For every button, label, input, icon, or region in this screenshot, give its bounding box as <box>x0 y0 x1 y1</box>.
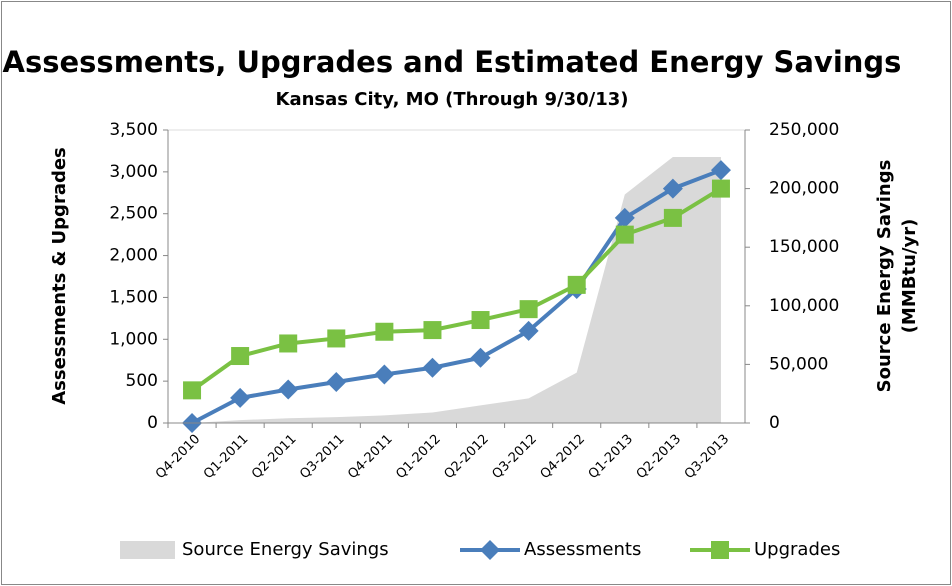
marker <box>471 311 490 330</box>
legend-marker <box>480 540 500 560</box>
chart-title: Assessments, Upgrades and Estimated Ener… <box>3 45 902 79</box>
marker <box>375 322 394 341</box>
marker <box>327 329 346 348</box>
legend-swatch <box>120 541 175 559</box>
legend-label: Source Energy Savings <box>182 539 389 560</box>
y2-tick-label: 50,000 <box>769 354 828 374</box>
marker <box>278 379 299 400</box>
marker <box>663 208 682 227</box>
marker <box>374 364 395 385</box>
marker <box>470 347 491 368</box>
y-tick-label: 2,000 <box>109 246 158 266</box>
marker <box>710 160 731 181</box>
marker <box>183 381 202 400</box>
y-tick-label: 3,500 <box>109 120 158 140</box>
y-tick-label: 2,500 <box>109 204 158 224</box>
marker <box>230 387 251 408</box>
y2-axis-title: Source Energy Savings <box>874 160 895 393</box>
y2-tick-label: 200,000 <box>769 179 839 199</box>
marker <box>711 179 730 198</box>
area <box>192 156 721 423</box>
marker <box>279 334 298 353</box>
marker <box>422 357 443 378</box>
legend-label: Upgrades <box>754 539 840 560</box>
y2-tick-label: 100,000 <box>769 296 839 316</box>
y-tick-label: 1,500 <box>109 287 158 307</box>
marker <box>662 178 683 199</box>
y-tick-label: 0 <box>147 413 158 433</box>
chart-subtitle: Kansas City, MO (Through 9/30/13) <box>276 89 629 110</box>
y2-tick-label: 150,000 <box>769 237 839 257</box>
marker <box>567 275 586 294</box>
marker <box>326 371 347 392</box>
marker <box>231 347 250 366</box>
y-tick-label: 500 <box>126 371 158 391</box>
y2-tick-label: 250,000 <box>769 120 839 140</box>
marker <box>615 225 634 244</box>
marker <box>614 207 635 228</box>
y-tick-label: 1,000 <box>109 329 158 349</box>
y2-axis-title: (MMBtu/yr) <box>899 219 920 334</box>
legend-marker <box>711 541 729 559</box>
marker <box>518 320 539 341</box>
legend-label: Assessments <box>524 539 641 560</box>
y-tick-label: 3,000 <box>109 162 158 182</box>
y-axis-title: Assessments & Upgrades <box>49 147 70 405</box>
marker <box>519 300 538 319</box>
marker <box>423 321 442 340</box>
y2-tick-label: 0 <box>769 413 780 433</box>
